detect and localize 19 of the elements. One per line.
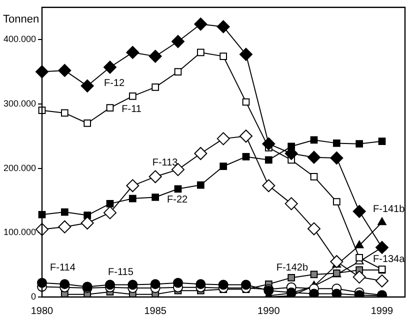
y-axis-title: Tonnen [3,13,40,26]
series-label: F-12 [104,78,125,89]
series-label: F-113 [152,157,178,168]
series-label: F-142b [276,262,308,274]
series-label: F-114 [50,262,76,274]
y-tick-label: 200.000 [3,162,36,173]
x-tick-label: 1985 [144,306,167,317]
x-tick-label: 1999 [370,306,394,317]
y-tick-label: 300.000 [3,98,36,108]
x-tick-label: 1980 [30,306,54,317]
series-label: F-141b [373,204,406,216]
series-label: F-22 [167,194,188,206]
series-label: F-115 [108,267,134,278]
y-tick-label: 0 [30,291,36,302]
series-label: F-134a [373,254,406,266]
y-tick-label: 100.000 [3,227,36,238]
series-label: F-11 [122,104,142,115]
y-tick-label: 400.000 [3,34,36,44]
x-tick-label: 1990 [258,306,280,317]
